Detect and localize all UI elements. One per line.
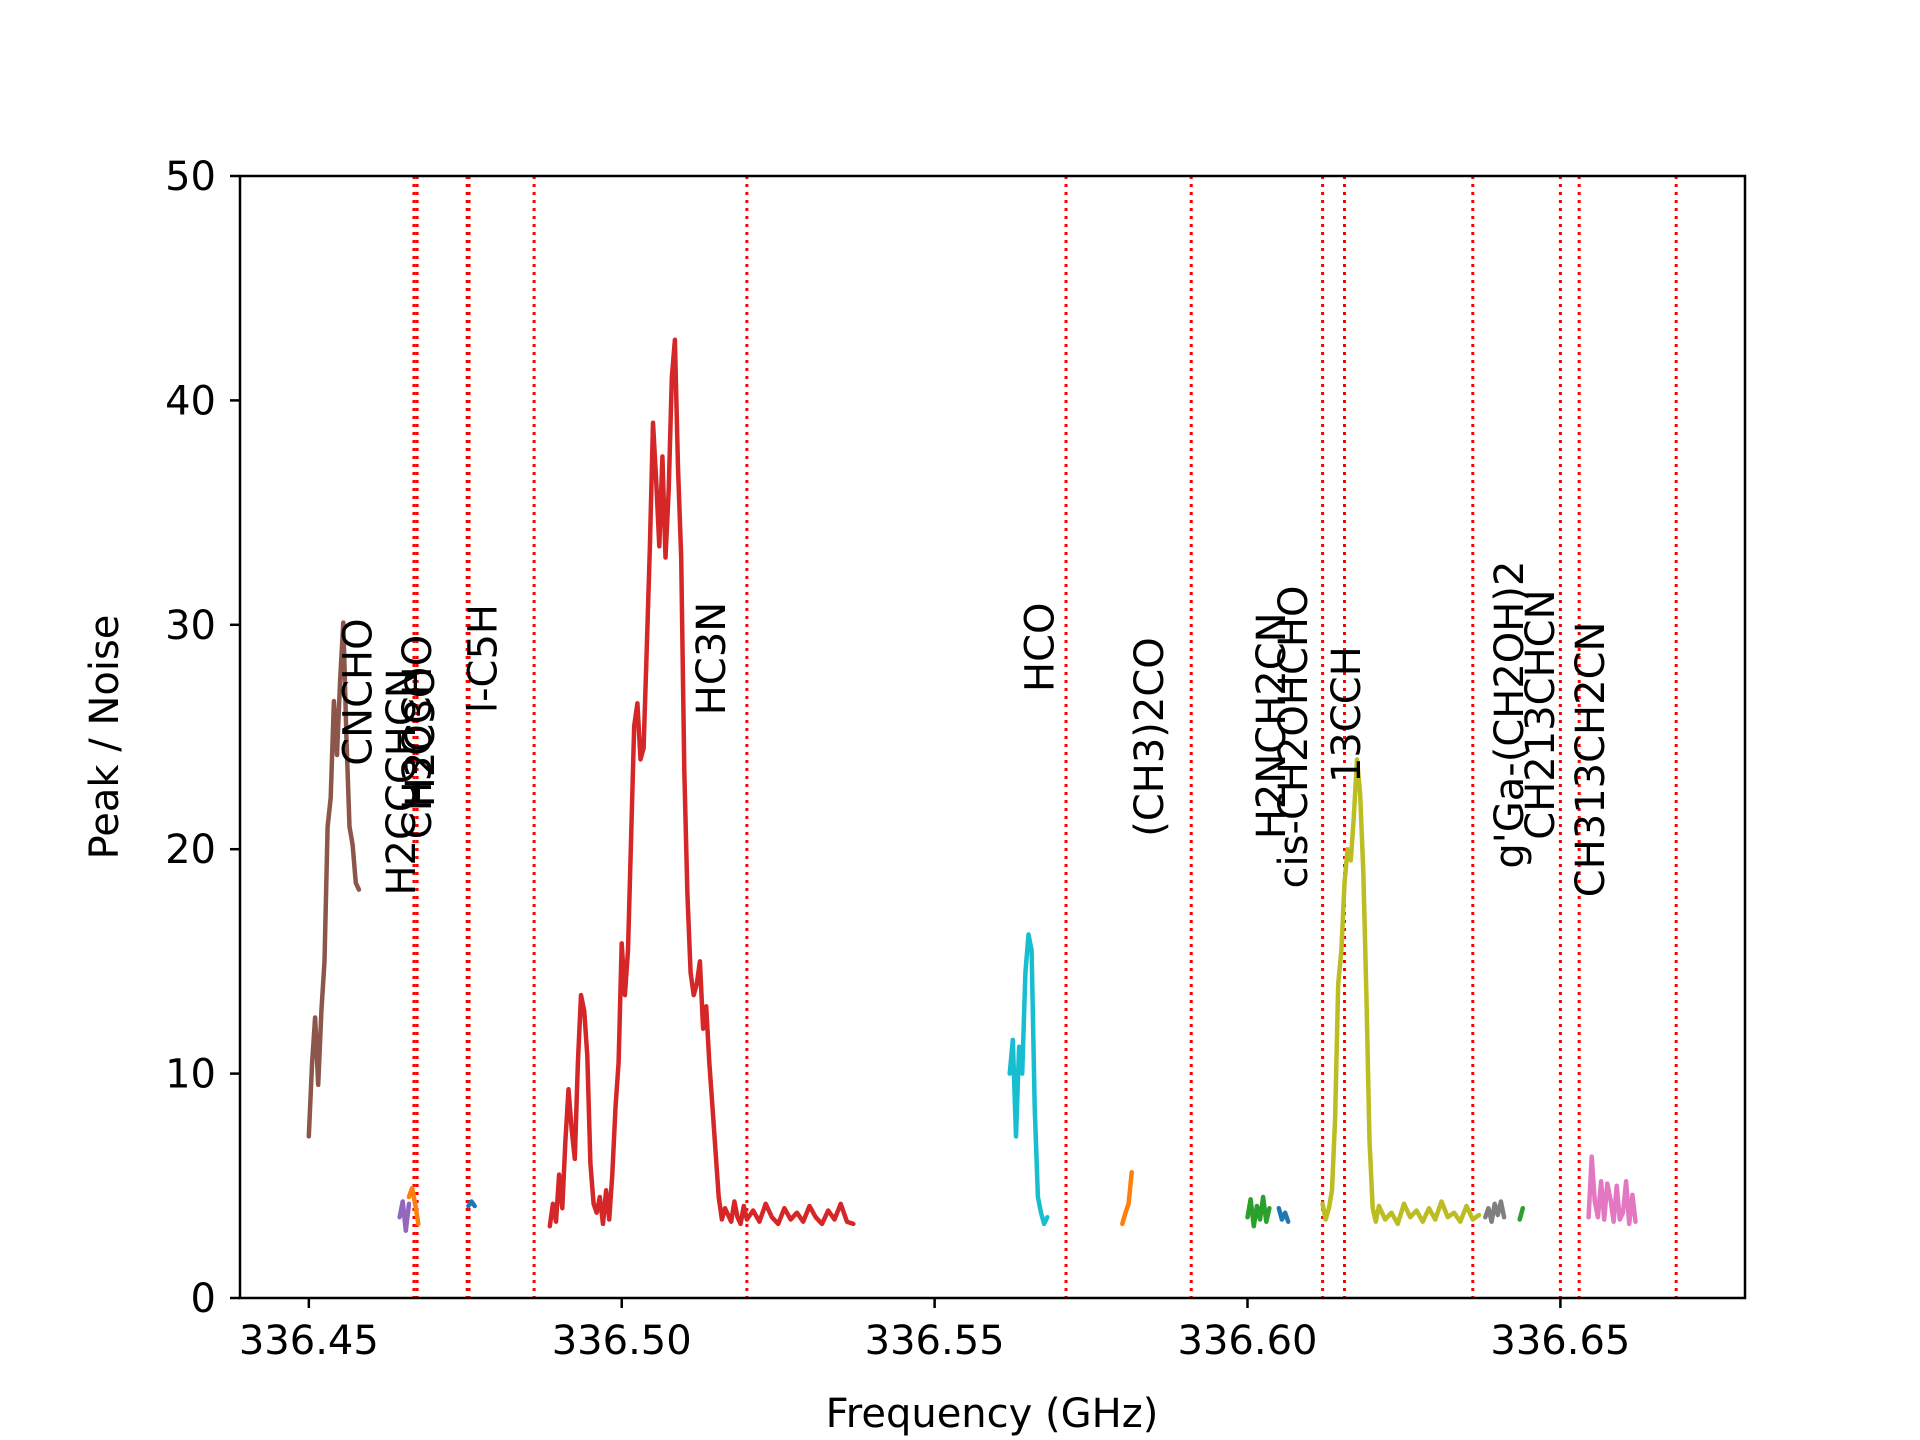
y-tick-label-1: 10 <box>165 1052 216 1098</box>
x-tick-label-4: 336.65 <box>1490 1318 1630 1364</box>
species-label-9: cis-CH2OHCHO <box>1271 586 1317 889</box>
series-line-9 <box>1320 757 1482 1227</box>
series-line-3 <box>466 1199 477 1209</box>
species-label-8: H2NCH2CN <box>1249 612 1295 839</box>
species-marker-lines <box>412 176 1678 1298</box>
plot-area-frame <box>238 174 1747 1300</box>
species-label-10: 13CCH <box>1324 646 1370 783</box>
spectrum-series <box>306 337 1638 1233</box>
species-label-7: (CH3)2CO <box>1127 637 1173 837</box>
y-tick-label-2: 20 <box>165 827 216 873</box>
series-line-7 <box>1245 1194 1272 1229</box>
x-tick-label-2: 336.55 <box>865 1318 1005 1364</box>
species-label-2: CH3OCHO <box>395 635 441 839</box>
species-label-13: CH313CH2CN <box>1568 622 1614 898</box>
species-label-3: H2C3O <box>398 667 444 807</box>
species-label-1: H2CCCHCN <box>379 668 425 895</box>
y-tick-label-5: 50 <box>165 154 216 200</box>
y-axis-ticks: 0 10 20 30 40 50 <box>165 154 240 1322</box>
y-axis-title: Peak / Noise <box>82 615 128 860</box>
series-line-2 <box>406 1185 421 1227</box>
series-line-11 <box>1517 1205 1526 1222</box>
series-line-10 <box>1483 1199 1507 1224</box>
series-line-6 <box>1120 1170 1134 1227</box>
species-label-11: g'Ga-(CH2OH)2 <box>1487 561 1533 869</box>
series-line-12 <box>1586 1154 1638 1227</box>
series-line-8 <box>1276 1205 1291 1224</box>
species-label-5: HC3N <box>689 602 735 715</box>
species-label-12: CH213CHCN <box>1518 589 1564 839</box>
x-tick-label-3: 336.60 <box>1178 1318 1318 1364</box>
x-axis-ticks: 336.45 336.50 336.55 336.60 336.65 <box>239 1298 1630 1364</box>
species-label-4: l-C5H <box>461 604 507 713</box>
series-line-0 <box>306 620 362 1139</box>
x-axis-title: Frequency (GHz) <box>826 1391 1159 1437</box>
species-label-6: HCO <box>1018 602 1064 692</box>
y-tick-label-0: 0 <box>191 1276 216 1322</box>
series-line-1 <box>397 1199 412 1233</box>
series-line-4 <box>547 337 856 1229</box>
x-tick-label-1: 336.50 <box>552 1318 692 1364</box>
x-tick-label-0: 336.45 <box>239 1318 379 1364</box>
species-label-0: CNCHO <box>335 618 381 765</box>
y-tick-label-3: 30 <box>165 603 216 649</box>
series-line-5 <box>1007 932 1050 1227</box>
y-tick-label-4: 40 <box>165 378 216 424</box>
